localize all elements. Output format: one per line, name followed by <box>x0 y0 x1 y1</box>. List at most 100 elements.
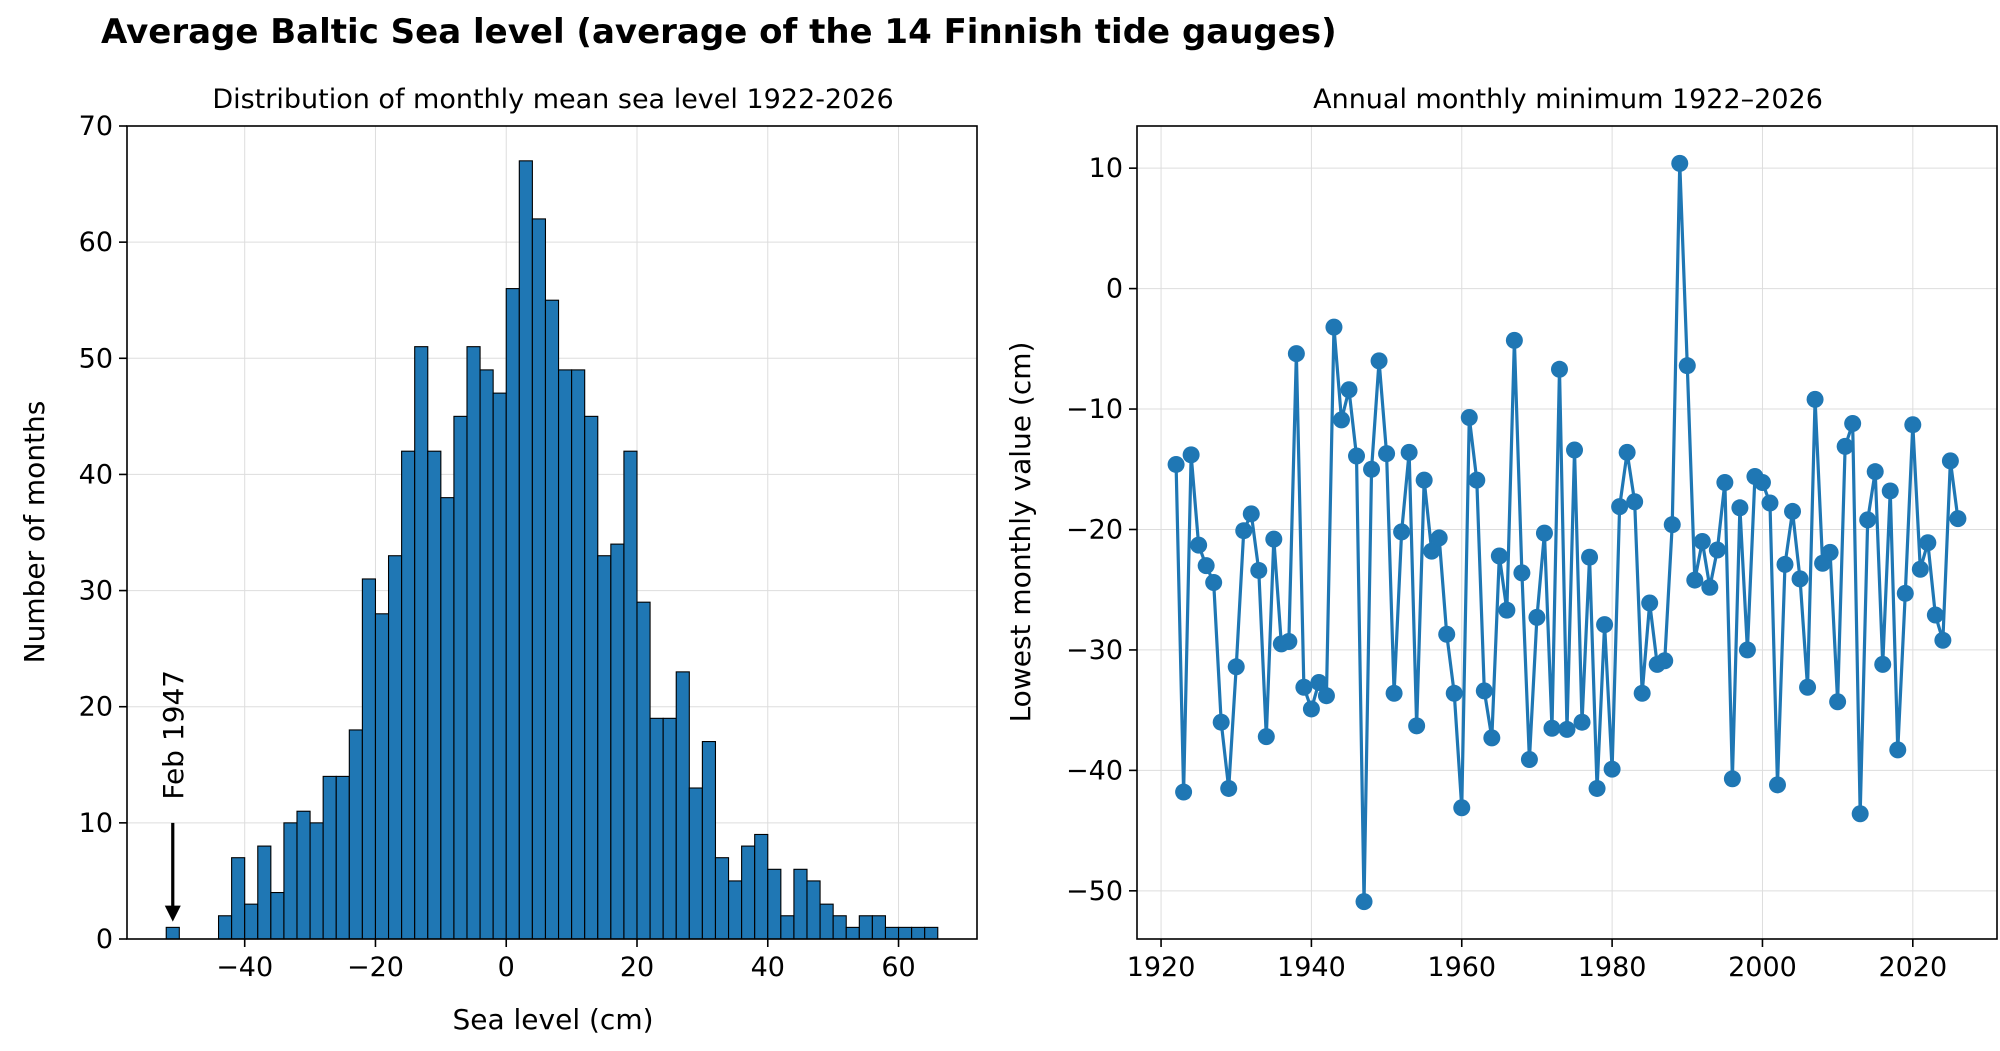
histogram-bar <box>858 915 873 940</box>
histogram-bar <box>871 915 887 940</box>
histogram-title: Distribution of monthly mean sea level 1… <box>212 84 893 115</box>
line-chart-point <box>1167 455 1185 473</box>
histogram-bar <box>623 450 638 940</box>
histogram-bar <box>165 926 180 940</box>
line-chart-x-ticks: 1920 1940 1960 1980 2000 2020 <box>1127 939 1947 983</box>
line-chart-point <box>1881 482 1899 500</box>
line-chart-point <box>1460 408 1478 426</box>
histogram-plot-frame <box>126 125 978 940</box>
line-chart-point <box>1363 460 1381 478</box>
histogram-bar <box>911 926 926 940</box>
line-chart-point <box>1175 783 1193 801</box>
line-chart-point <box>1633 684 1651 702</box>
histogram-annotation: Feb 1947 <box>157 670 190 922</box>
line-chart-point <box>1889 741 1907 759</box>
line-chart-point <box>1663 516 1681 534</box>
line-chart-point <box>1265 530 1283 548</box>
line-chart-point <box>1348 447 1366 465</box>
histogram-bar <box>884 926 900 940</box>
line-chart-point <box>1453 799 1471 817</box>
line-chart-y-axis-label: Lowest monthly value (cm) <box>1004 342 1037 723</box>
line-chart-point <box>1190 536 1208 554</box>
line-chart-point <box>1626 493 1644 511</box>
histogram-y-ticks: 0 10 20 30 40 50 60 70 <box>79 111 127 955</box>
line-chart-point <box>1483 729 1501 747</box>
line-chart-point <box>1393 523 1411 541</box>
histogram-y-tick-label: 60 <box>79 227 113 258</box>
histogram-bar <box>897 926 913 940</box>
line-chart-point <box>1490 547 1508 565</box>
line-chart-point <box>1227 658 1245 676</box>
histogram-bar <box>296 810 311 940</box>
line-chart-point <box>1250 561 1268 579</box>
line-chart-point <box>1355 893 1373 911</box>
line-chart-point <box>1280 633 1298 651</box>
histogram-bar <box>806 880 821 940</box>
figure-title: Average Baltic Sea level (average of the… <box>101 12 1337 52</box>
line-chart-point <box>1904 416 1922 434</box>
histogram-x-ticks: −40 −20 0 20 40 60 <box>216 939 916 983</box>
line-chart-point <box>1859 511 1877 529</box>
line-chart-point <box>1708 541 1726 559</box>
line-chart-point <box>1641 594 1659 612</box>
histogram-bar <box>453 415 468 940</box>
line-chart-point <box>1295 678 1313 696</box>
line-chart-x-tick-label: 1960 <box>1427 952 1496 983</box>
annotation-arrow-head <box>164 905 181 922</box>
line-chart-point <box>1535 524 1553 542</box>
histogram-bar <box>414 346 429 940</box>
line-chart-x-tick-label: 1980 <box>1578 952 1647 983</box>
line-chart-point <box>1701 578 1719 596</box>
histogram-y-tick-label: 40 <box>79 459 113 490</box>
line-chart-point <box>1656 652 1674 670</box>
histogram-x-tick-label: 40 <box>751 952 785 983</box>
line-chart-point <box>1235 522 1253 540</box>
line-chart-point <box>1784 502 1802 520</box>
line-chart-point <box>1926 606 1944 624</box>
line-chart-point <box>1468 471 1486 489</box>
line-chart-point <box>1896 584 1914 602</box>
line-chart-point <box>1723 770 1741 788</box>
line-chart-point <box>1761 494 1779 512</box>
line-chart-y-tick-label: −50 <box>1066 876 1123 907</box>
histogram-bar <box>714 857 730 940</box>
line-chart-point <box>1197 557 1215 575</box>
line-chart-y-tick-label: −20 <box>1066 514 1123 545</box>
line-chart-x-tick-label: 1920 <box>1127 952 1196 983</box>
line-chart-x-tick-label: 2020 <box>1878 952 1947 983</box>
line-chart-point <box>1205 573 1223 591</box>
line-chart-point <box>1821 543 1839 561</box>
line-chart-point <box>1844 414 1862 432</box>
histogram-bar <box>427 450 442 940</box>
line-chart-point <box>1558 720 1576 738</box>
histogram-y-tick-label: 70 <box>79 111 113 142</box>
line-chart-point <box>1475 682 1493 700</box>
line-chart-point <box>1791 570 1809 588</box>
histogram-bar <box>387 555 403 940</box>
line-chart-point <box>1378 445 1396 463</box>
line-chart-point <box>1919 534 1937 552</box>
histogram-bar <box>544 299 560 940</box>
line-chart-series <box>1167 154 1967 911</box>
line-chart-grid <box>1137 126 1997 939</box>
line-chart-point <box>1596 616 1614 634</box>
line-chart-point <box>1498 601 1516 619</box>
line-chart-point <box>1423 542 1441 560</box>
line-chart-point <box>1543 719 1561 737</box>
histogram-bar <box>518 160 533 940</box>
histogram-y-tick-label: 0 <box>96 924 113 955</box>
line-chart-point <box>1618 443 1636 461</box>
histogram-bar <box>231 857 246 940</box>
histogram-bar <box>479 369 494 940</box>
line-chart-title: Annual monthly minimum 1922–2026 <box>1313 84 1823 115</box>
line-chart-point <box>1302 700 1320 718</box>
line-chart-point <box>1445 684 1463 702</box>
line-chart-point <box>1776 555 1794 573</box>
line-chart-point <box>1385 684 1403 702</box>
histogram-bar <box>741 845 756 940</box>
line-chart-point <box>1505 331 1523 349</box>
line-chart-point <box>1182 446 1200 464</box>
histogram-bar <box>531 218 547 940</box>
line-chart-point <box>1408 717 1426 735</box>
